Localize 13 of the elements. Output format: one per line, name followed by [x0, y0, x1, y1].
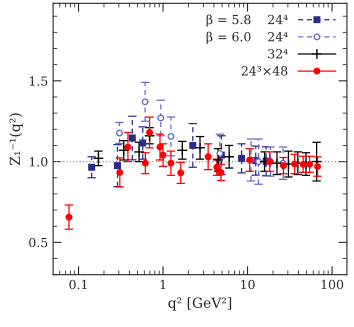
x-axis-title: q² [GeV²] [168, 297, 232, 311]
y-tick-label: 0.5 [29, 238, 48, 248]
x-tick-label: 0.1 [69, 280, 87, 290]
legend-label: 32⁴ [268, 49, 288, 59]
y-axis-title: Z₁⁻¹(q²) [9, 113, 23, 166]
y-tick-label: 1.0 [30, 157, 48, 167]
x-tick-label: 100 [322, 280, 344, 290]
legend-label: β = 6.0 24⁴ [206, 32, 288, 44]
y-tick-label: 1.5 [30, 76, 48, 86]
x-tick-label: 10 [241, 280, 255, 290]
legend-label: β = 5.8 24⁴ [206, 14, 288, 27]
x-tick-label: 1 [160, 280, 166, 290]
legend-label: 24³×48 [242, 66, 288, 76]
